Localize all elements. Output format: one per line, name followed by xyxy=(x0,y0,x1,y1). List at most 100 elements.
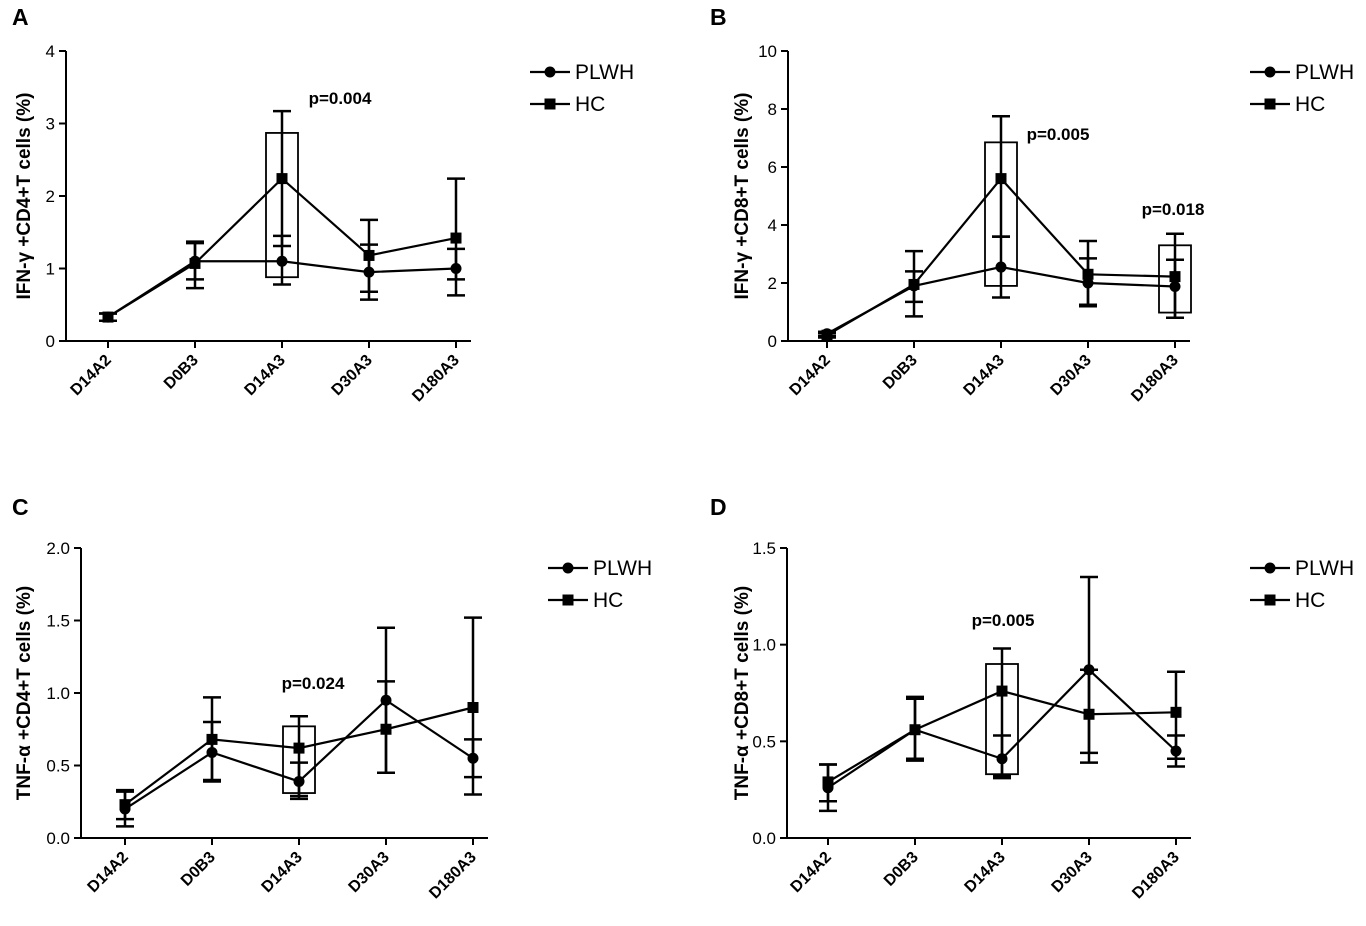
y-tick-label: 0 xyxy=(768,332,777,351)
data-point xyxy=(995,173,1007,185)
y-tick-label: 0.5 xyxy=(46,757,70,776)
data-point xyxy=(1082,268,1094,280)
x-tick-label: D0B3 xyxy=(880,352,921,393)
data-point xyxy=(276,255,288,267)
x-tick-label: D14A3 xyxy=(961,352,1008,399)
data-point xyxy=(1170,706,1182,718)
y-tick-label: 0 xyxy=(46,332,55,351)
data-point xyxy=(119,799,131,811)
x-tick-label: D14A2 xyxy=(788,849,835,896)
legend-marker xyxy=(1264,66,1276,78)
legend-marker xyxy=(1264,594,1276,606)
p-value-annotation: p=0.005 xyxy=(972,611,1035,630)
legend-label: PLWH xyxy=(1295,61,1354,84)
y-tick-label: 1.0 xyxy=(752,636,776,655)
y-axis-label: IFN-γ +CD8+T cells (%) xyxy=(732,93,753,300)
y-tick-label: 2 xyxy=(46,187,55,206)
data-point xyxy=(450,232,462,244)
y-tick-label: 4 xyxy=(768,216,777,235)
data-point xyxy=(1169,271,1181,283)
legend-label: PLWH xyxy=(575,61,634,84)
panel-letter: C xyxy=(12,494,29,520)
data-point xyxy=(908,278,920,290)
legend: PLWH HC xyxy=(1250,557,1354,612)
x-tick-label: D14A3 xyxy=(259,849,306,896)
y-axis-label: IFN-γ +CD4+T cells (%) xyxy=(14,93,35,300)
data-point xyxy=(909,724,921,736)
y-tick-label: 2.0 xyxy=(46,539,70,558)
y-tick-label: 2 xyxy=(768,274,777,293)
x-tick-label: D14A2 xyxy=(787,352,834,399)
series-plwh xyxy=(818,235,1184,340)
panel-c: C 0.0 0.5 1.0 1.5 2.0 D14A2 D0B3 D14A3 D30A3 D180A… xyxy=(12,494,652,902)
data-point xyxy=(995,261,1007,273)
x-tick-label: D14A2 xyxy=(85,849,132,896)
data-point xyxy=(102,311,114,323)
x-tick-label: D180A3 xyxy=(1128,352,1182,406)
legend-label: HC xyxy=(575,93,605,116)
panel-b: B 0 2 4 6 8 10 D14A2 D0B3 D14A3 D30A3 D180A3 IFN-γ +… xyxy=(710,4,1354,405)
p-value-annotation: p=0.004 xyxy=(309,89,372,108)
y-tick-label: 6 xyxy=(768,158,777,177)
y-axis-label: TNF-α +CD8+T cells (%) xyxy=(732,586,753,800)
panel-a: A 0 1 2 3 4 D14A2 D0B3 D14A3 D30A3 D180A3 IFN-γ +CD… xyxy=(12,4,634,405)
x-tick-label: D30A3 xyxy=(346,849,393,896)
legend-marker xyxy=(544,66,556,78)
data-point xyxy=(467,702,479,713)
series-plwh xyxy=(99,234,465,323)
x-tick-label: D14A3 xyxy=(962,849,1009,896)
y-tick-label: 1 xyxy=(46,260,55,279)
data-point xyxy=(380,723,392,735)
y-tick-label: 0.5 xyxy=(752,732,776,751)
y-tick-label: 3 xyxy=(46,115,55,134)
data-point xyxy=(821,329,833,341)
y-tick-label: 4 xyxy=(46,42,55,61)
legend-marker xyxy=(1264,98,1276,110)
data-point xyxy=(206,733,218,745)
panel-letter: D xyxy=(710,494,727,520)
x-tick-label: D0B3 xyxy=(178,849,219,890)
panel-letter: B xyxy=(710,4,727,30)
x-tick-label: D180A3 xyxy=(426,849,480,903)
p-value-annotation: p=0.005 xyxy=(1027,125,1090,144)
x-tick-label: D0B3 xyxy=(881,849,922,890)
legend-marker xyxy=(562,562,574,574)
data-point xyxy=(293,742,305,754)
p-value-annotation: p=0.024 xyxy=(282,674,345,693)
series-hc xyxy=(99,109,465,323)
x-tick-label: D180A3 xyxy=(1129,849,1183,903)
legend: PLWH HC xyxy=(1250,61,1354,116)
panel-letter: A xyxy=(12,4,29,30)
legend-marker xyxy=(562,594,574,606)
y-tick-label: 0.0 xyxy=(46,829,70,848)
legend-label: PLWH xyxy=(1295,557,1354,580)
legend: PLWH HC xyxy=(530,61,634,116)
data-point xyxy=(996,685,1008,697)
x-tick-label: D30A3 xyxy=(1048,352,1095,399)
y-tick-label: 1.5 xyxy=(752,539,776,558)
series-hc xyxy=(819,647,1185,803)
legend-marker xyxy=(1264,562,1276,574)
x-tick-label: D14A2 xyxy=(68,352,115,399)
y-tick-label: 1.0 xyxy=(46,684,70,703)
legend: PLWH HC xyxy=(548,557,652,612)
legend-label: HC xyxy=(593,589,623,612)
data-point xyxy=(822,776,834,788)
x-tick-label: D30A3 xyxy=(1049,849,1096,896)
data-point xyxy=(189,257,201,269)
legend-marker xyxy=(544,98,556,110)
legend-label: HC xyxy=(1295,93,1325,116)
series-hc xyxy=(116,616,482,821)
x-tick-label: D0B3 xyxy=(161,352,202,393)
y-tick-label: 8 xyxy=(768,100,777,119)
x-tick-label: D30A3 xyxy=(329,352,376,399)
data-point xyxy=(1083,708,1095,720)
y-tick-label: 10 xyxy=(758,42,777,61)
x-tick-label: D14A3 xyxy=(242,352,289,399)
panel-d: D 0.0 0.5 1.0 1.5 D14A2 D0B3 D14A3 D30A3 D180A3 TN… xyxy=(710,494,1354,902)
y-axis-label: TNF-α +CD4+T cells (%) xyxy=(14,586,35,800)
series-hc xyxy=(818,115,1184,341)
y-tick-label: 0.0 xyxy=(752,829,776,848)
p-value-annotation: p=0.018 xyxy=(1142,200,1205,219)
